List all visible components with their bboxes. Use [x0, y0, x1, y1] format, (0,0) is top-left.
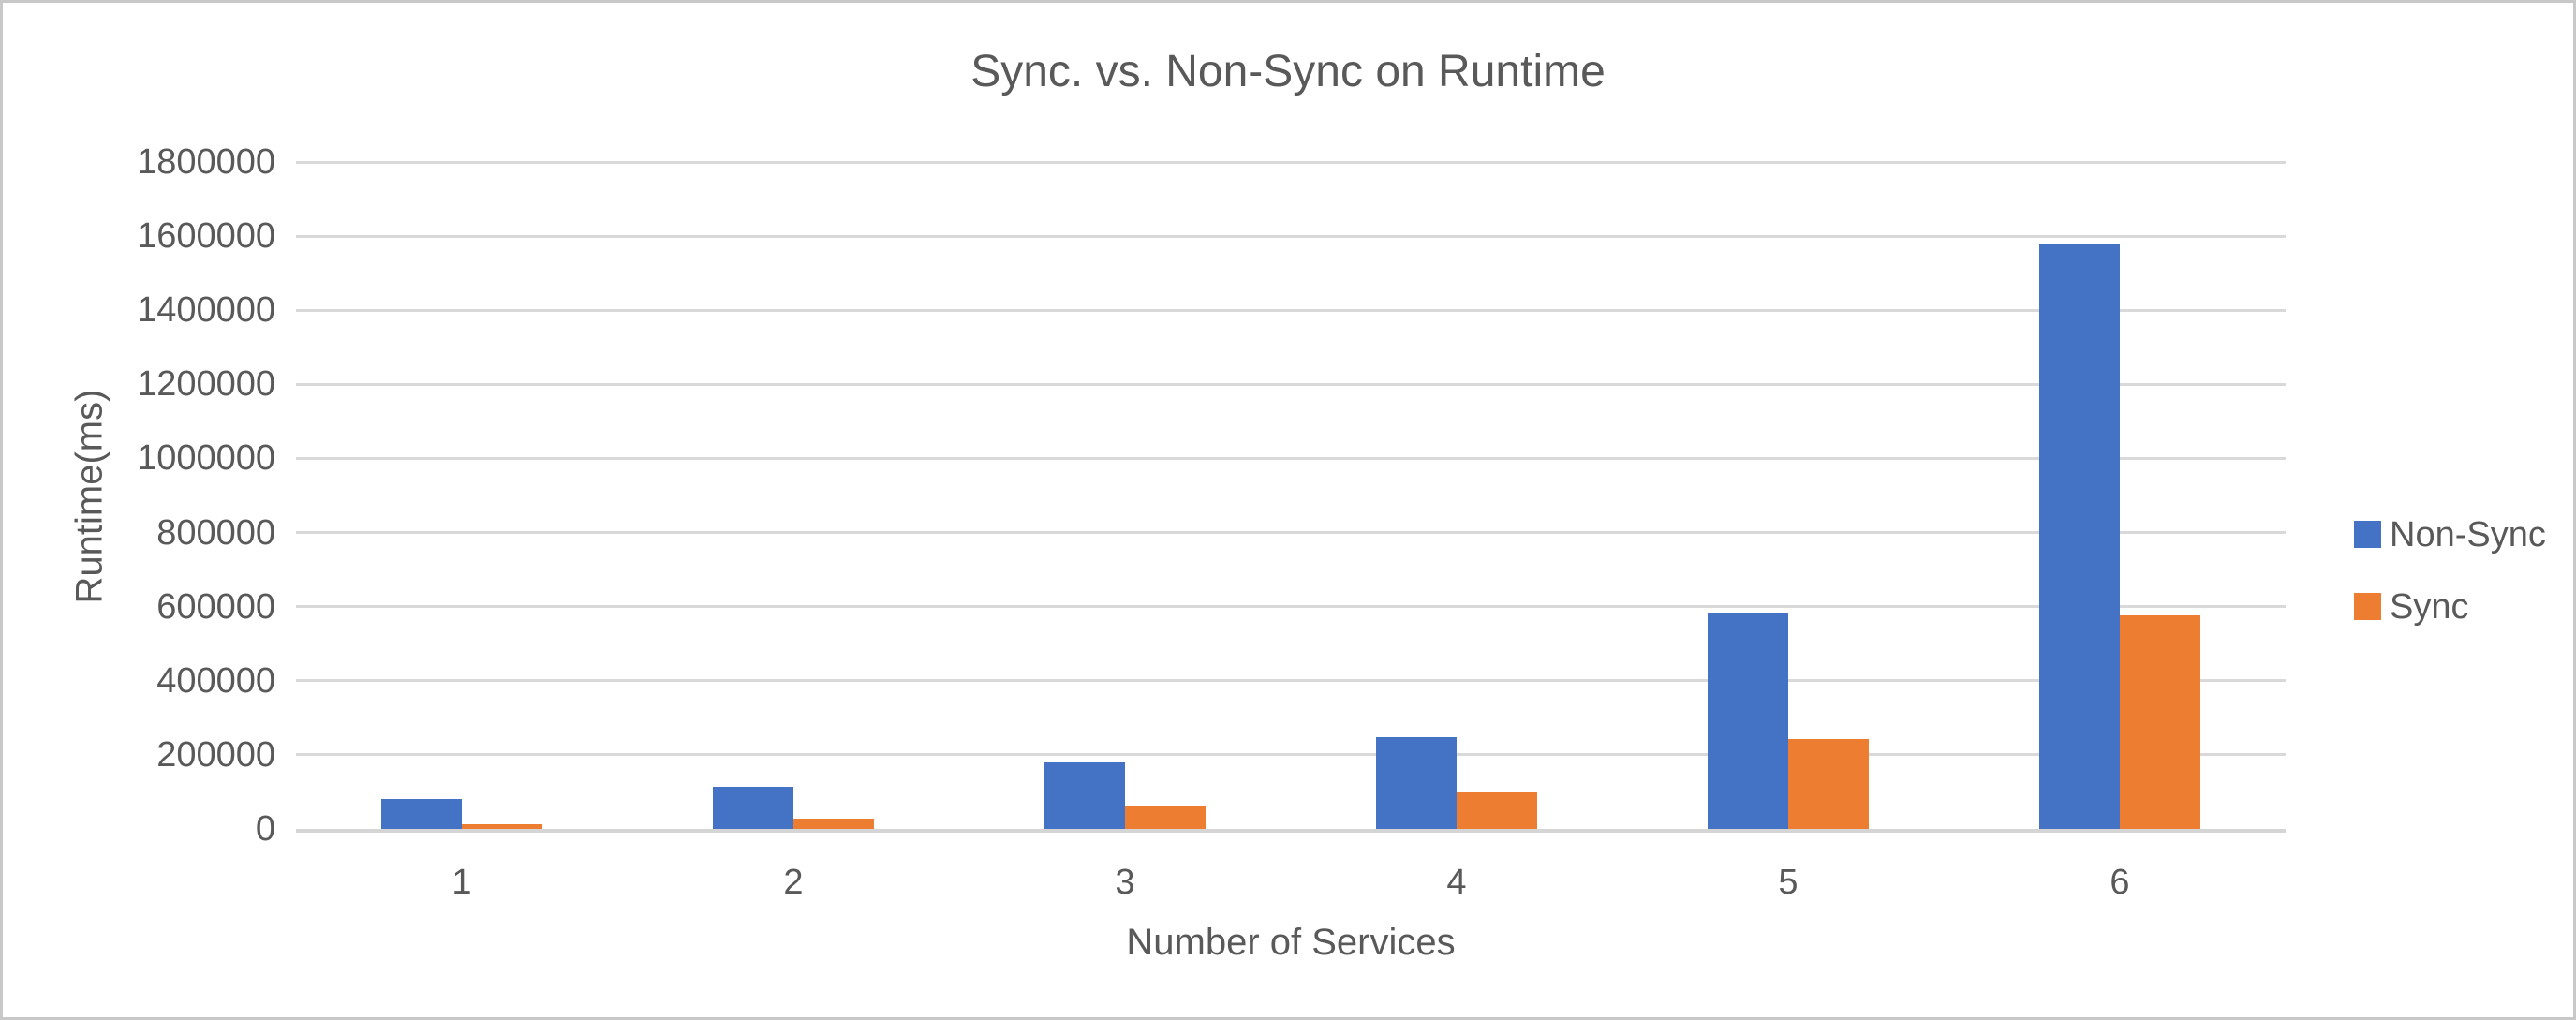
- bar-sync-category-1: [462, 824, 542, 829]
- gridline: [296, 234, 2286, 238]
- legend-swatch-non-sync: [2354, 521, 2381, 548]
- y-tick-label: 800000: [156, 512, 275, 553]
- y-tick-label: 1600000: [137, 216, 275, 257]
- gridline: [296, 531, 2286, 535]
- legend-item-non-sync: Non-Sync: [2354, 509, 2546, 560]
- bar-sync-category-5: [1788, 739, 1869, 829]
- x-tick-label: 4: [1446, 863, 1467, 902]
- gridline: [296, 308, 2286, 312]
- x-tick-label: 5: [1778, 863, 1799, 902]
- x-tick-label: 6: [2110, 863, 2130, 902]
- legend: Non-Sync Sync: [2354, 509, 2546, 653]
- bar-sync-category-4: [1457, 791, 1537, 829]
- bar-sync-category-3: [1125, 805, 1206, 829]
- gridline: [296, 605, 2286, 609]
- bar-non-sync-category-3: [1044, 761, 1125, 829]
- y-tick-label: 0: [255, 809, 275, 849]
- y-tick-label: 400000: [156, 660, 275, 701]
- legend-label: Sync: [2390, 586, 2469, 627]
- x-tick-label: 1: [452, 863, 472, 902]
- bar-non-sync-category-4: [1376, 736, 1457, 829]
- bar-non-sync-category-6: [2039, 244, 2120, 829]
- bar-sync-category-2: [793, 819, 874, 829]
- y-tick-label: 1000000: [137, 438, 275, 479]
- gridline: [296, 160, 2286, 164]
- bar-non-sync-category-1: [381, 798, 462, 829]
- x-tick-label: 2: [783, 863, 804, 902]
- x-tick-label: 3: [1115, 863, 1135, 902]
- x-axis-line: [296, 829, 2286, 833]
- x-axis-title: Number of Services: [1126, 922, 1456, 963]
- gridline: [296, 679, 2286, 683]
- gridline: [296, 753, 2286, 757]
- y-tick-label: 200000: [156, 734, 275, 775]
- legend-label: Non-Sync: [2390, 514, 2546, 554]
- legend-item-sync: Sync: [2354, 581, 2546, 632]
- y-tick-label: 1800000: [137, 142, 275, 182]
- legend-swatch-sync: [2354, 593, 2381, 620]
- gridline: [296, 456, 2286, 460]
- y-tick-label: 1400000: [137, 290, 275, 331]
- bar-non-sync-category-2: [713, 787, 793, 829]
- gridline: [296, 382, 2286, 386]
- y-tick-label: 600000: [156, 586, 275, 627]
- y-axis-title: Runtime(ms): [68, 389, 111, 604]
- bar-non-sync-category-5: [1708, 612, 1788, 829]
- plot-area: [296, 160, 2286, 833]
- chart-title: Sync. vs. Non-Sync on Runtime: [970, 47, 1606, 96]
- bar-sync-category-6: [2120, 614, 2200, 829]
- y-tick-label: 1200000: [137, 364, 275, 405]
